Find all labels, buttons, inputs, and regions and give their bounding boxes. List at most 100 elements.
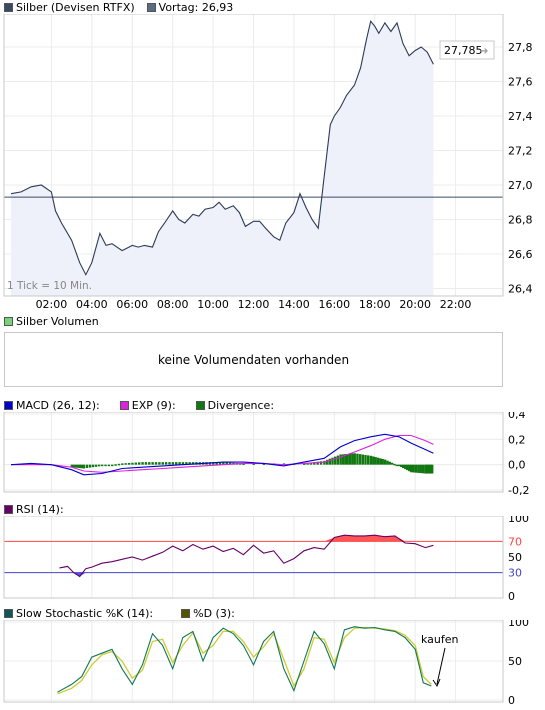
- divergence-bar: [121, 463, 124, 465]
- divergence-bar: [395, 464, 399, 467]
- price-x-tick: 22:00: [440, 298, 472, 311]
- d-swatch-icon: [181, 608, 191, 618]
- divergence-bar: [262, 463, 266, 465]
- divergence-bar: [339, 454, 342, 465]
- macd-swatch-icon: [4, 400, 13, 410]
- divergence-bar: [181, 462, 185, 465]
- divergence-bar: [356, 453, 359, 465]
- legend-item-macd: MACD (26, 12):: [4, 399, 100, 412]
- price-x-tick: 16:00: [318, 298, 350, 311]
- rsi-oversold-fill: [59, 572, 434, 577]
- divergence-bar: [319, 461, 323, 465]
- stochastic-chart: 100 50 0 kaufen: [3, 620, 529, 707]
- divergence-bar: [400, 464, 403, 467]
- divergence-bar: [393, 463, 396, 466]
- divergence-bar: [97, 464, 101, 467]
- volume-panel: keine Volumendaten vorhanden: [4, 332, 503, 387]
- divergence-bar: [383, 459, 387, 465]
- divergence-bar: [351, 453, 354, 465]
- legend-item-d: %D (3):: [181, 607, 235, 620]
- divergence-bar: [331, 457, 334, 465]
- divergence-bar: [94, 464, 98, 467]
- kaufen-label: kaufen: [421, 633, 459, 646]
- kaufen-annotation: kaufen: [420, 632, 459, 688]
- macd-frame: [3, 412, 504, 493]
- divergence-bar: [104, 464, 107, 467]
- divergence-bar: [178, 462, 181, 465]
- rsi-overbought-fill: [59, 535, 434, 542]
- divergence-bar: [212, 462, 215, 465]
- stoch-y-tick: 0: [508, 694, 515, 707]
- divergence-bar: [88, 464, 92, 468]
- legend-item-exp: EXP (9):: [119, 398, 176, 412]
- divergence-bar: [313, 462, 316, 465]
- divergence-bar: [141, 462, 144, 465]
- divergence-bar: [218, 462, 222, 465]
- divergence-bar: [85, 464, 89, 469]
- divergence-bar: [386, 460, 389, 465]
- divergence-bar: [191, 462, 195, 465]
- legend-label-vortag: Vortag: 26,93: [158, 0, 234, 14]
- legend-label-exp: EXP (9):: [131, 398, 176, 412]
- divergence-bar: [215, 462, 218, 465]
- divergence-bar: [402, 464, 405, 469]
- price-x-tick: 10:00: [197, 298, 229, 311]
- divergence-bar: [228, 462, 232, 465]
- divergence-bar: [100, 464, 104, 467]
- last-price-label: 27,785: [444, 44, 483, 57]
- divergence-bar: [158, 462, 161, 465]
- exp-line: [11, 434, 434, 473]
- divergence-bar: [358, 454, 362, 465]
- legend-label-volume: Silber Volumen: [16, 314, 99, 328]
- divergence-bar: [91, 464, 95, 468]
- divergence-bar: [74, 464, 78, 468]
- macd-y-tick: 0,0: [508, 459, 526, 472]
- legend-item-vortag: Vortag: 26,93: [146, 0, 234, 14]
- legend-label-k: Slow Stochastic %K (14):: [16, 606, 154, 620]
- divergence-bar: [316, 461, 319, 465]
- rsi-y-tick: 30: [508, 567, 522, 580]
- price-y-tick: 27,0: [508, 179, 533, 192]
- divergence-bar: [137, 462, 141, 465]
- price-y-tick: 27,2: [508, 145, 533, 158]
- macd-y-tick: -0,2: [508, 484, 529, 497]
- price-x-tick: 02:00: [36, 298, 68, 311]
- stoch-frame: [3, 620, 504, 703]
- divergence-bar: [242, 463, 245, 465]
- divergence-bar: [164, 462, 168, 465]
- price-x-tick: 04:00: [76, 298, 108, 311]
- divergence-bar: [346, 453, 349, 465]
- divergence-bar: [369, 455, 373, 465]
- macd-chart: 0,4 0,2 0,0 -0,2: [3, 412, 529, 497]
- tick-note: 1 Tick = 10 Min.: [7, 280, 92, 292]
- divergence-bar: [188, 462, 191, 465]
- divergence-bar: [421, 464, 425, 474]
- price-y-tick: 27,6: [508, 76, 533, 89]
- divergence-bar: [364, 454, 367, 465]
- divergence-bar: [175, 462, 178, 465]
- rsi-y-tick: 50: [508, 551, 522, 564]
- divergence-bar: [107, 464, 111, 467]
- price-line: [10, 19, 434, 276]
- divergence-bar: [151, 462, 154, 465]
- arrow-down-icon: [432, 678, 441, 688]
- divergence-bar: [80, 464, 84, 469]
- divergence-bar: [390, 462, 394, 465]
- divergence-bar: [381, 458, 384, 465]
- rsi-y-tick: 100: [508, 516, 529, 525]
- price-x-tick: 08:00: [157, 298, 189, 311]
- divergence-bar: [161, 462, 164, 465]
- stoch-y-tick: 50: [508, 655, 522, 668]
- legend-item-silber: Silber (Devisen RTFX): [4, 1, 135, 14]
- divergence-bar: [417, 464, 420, 473]
- divergence-bar: [171, 462, 175, 465]
- price-y-tick: 27,8: [508, 41, 533, 54]
- divergence-bar: [134, 462, 138, 465]
- stoch-legend: Slow Stochastic %K (14): %D (3):: [4, 606, 235, 620]
- divergence-bar: [124, 463, 127, 465]
- macd-line: [10, 433, 434, 476]
- legend-item-k: Slow Stochastic %K (14):: [4, 607, 153, 620]
- exp-swatch-icon: [119, 400, 129, 410]
- legend-item-divergence: Divergence:: [195, 399, 274, 412]
- rsi-chart: 100 70 50 30 0: [3, 516, 529, 603]
